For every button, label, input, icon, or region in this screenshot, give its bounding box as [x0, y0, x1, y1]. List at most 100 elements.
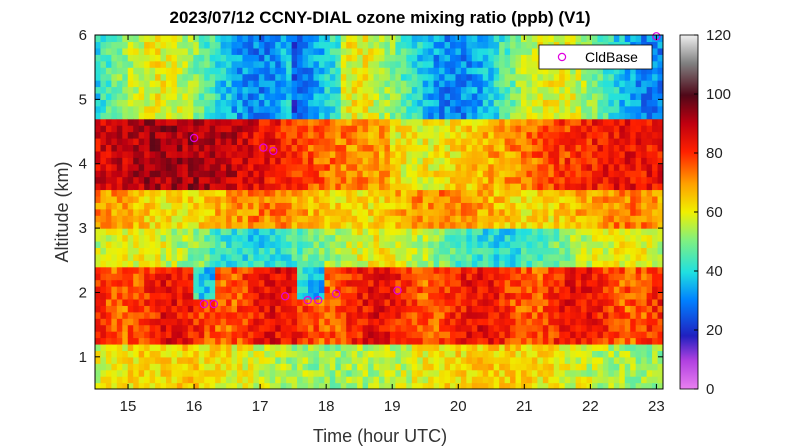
heatmap-cell	[553, 305, 560, 313]
heatmap-cell	[488, 369, 495, 377]
heatmap-cell	[166, 363, 173, 371]
heatmap-cell	[247, 247, 254, 255]
heatmap-cell	[226, 337, 233, 345]
heatmap-cell	[362, 234, 369, 242]
heatmap-cell	[357, 221, 364, 229]
heatmap-cell	[422, 183, 429, 191]
heatmap-cell	[198, 92, 205, 100]
heatmap-cell	[570, 292, 577, 300]
heatmap-cell	[389, 202, 396, 210]
heatmap-cell	[406, 260, 413, 268]
heatmap-cell	[116, 311, 123, 319]
heatmap-cell	[471, 35, 478, 43]
heatmap-cell	[105, 92, 112, 100]
heatmap-cell	[166, 150, 173, 158]
heatmap-cell	[302, 228, 309, 236]
heatmap-cell	[570, 86, 577, 94]
heatmap-cell	[193, 324, 200, 332]
heatmap-cell	[340, 189, 347, 197]
heatmap-cell	[400, 195, 407, 203]
heatmap-cell	[127, 311, 134, 319]
heatmap-cell	[198, 221, 205, 229]
heatmap-cell	[160, 266, 167, 274]
heatmap-cell	[510, 215, 517, 223]
heatmap-cell	[318, 47, 325, 55]
heatmap-cell	[187, 176, 194, 184]
heatmap-cell	[553, 150, 560, 158]
heatmap-cell	[335, 163, 342, 171]
heatmap-cell	[531, 80, 538, 88]
heatmap-cell	[482, 73, 489, 81]
heatmap-cell	[570, 369, 577, 377]
heatmap-cell	[477, 80, 484, 88]
heatmap-cell	[515, 305, 522, 313]
heatmap-cell	[160, 112, 167, 120]
heatmap-cell	[488, 137, 495, 146]
heatmap-cell	[466, 260, 473, 268]
heatmap-cell	[422, 240, 429, 248]
heatmap-cell	[138, 131, 145, 139]
heatmap-cell	[466, 331, 473, 339]
heatmap-cell	[144, 202, 151, 210]
heatmap-cell	[127, 234, 134, 242]
heatmap-cell	[198, 331, 205, 339]
heatmap-cell	[242, 157, 249, 165]
heatmap-cell	[286, 176, 293, 184]
heatmap-cell	[586, 131, 593, 139]
heatmap-cell	[275, 286, 282, 294]
heatmap-cell	[400, 331, 407, 339]
heatmap-cell	[548, 221, 555, 229]
heatmap-cell	[133, 363, 140, 371]
heatmap-cell	[575, 305, 582, 313]
heatmap-cell	[308, 157, 315, 165]
heatmap-cell	[155, 266, 162, 274]
heatmap-cell	[198, 86, 205, 94]
heatmap-cell	[111, 41, 118, 49]
heatmap-cell	[411, 183, 418, 191]
heatmap-cell	[116, 118, 123, 126]
heatmap-cell	[548, 286, 555, 294]
heatmap-cell	[559, 131, 566, 139]
heatmap-cell	[209, 202, 216, 210]
heatmap-cell	[133, 157, 140, 165]
heatmap-cell	[95, 324, 102, 332]
heatmap-cell	[187, 86, 194, 94]
heatmap-cell	[237, 137, 244, 146]
heatmap-cell	[548, 260, 555, 268]
heatmap-cell	[144, 286, 151, 294]
heatmap-cell	[493, 73, 500, 81]
heatmap-cell	[324, 208, 331, 216]
heatmap-cell	[176, 324, 183, 332]
heatmap-cell	[247, 266, 254, 274]
heatmap-cell	[193, 170, 200, 178]
heatmap-cell	[439, 163, 446, 171]
heatmap-cell	[247, 363, 254, 371]
heatmap-cell	[531, 234, 538, 242]
heatmap-cell	[264, 118, 271, 126]
heatmap-cell	[302, 67, 309, 75]
heatmap-cell	[559, 99, 566, 107]
heatmap-cell	[116, 331, 123, 339]
heatmap-cell	[176, 343, 183, 351]
heatmap-cell	[122, 273, 129, 281]
heatmap-cell	[105, 292, 112, 300]
heatmap-cell	[111, 376, 118, 384]
heatmap-cell	[417, 195, 424, 203]
heatmap-cell	[247, 279, 254, 287]
heatmap-cell	[575, 343, 582, 351]
heatmap-cell	[346, 144, 353, 152]
heatmap-cell	[335, 86, 342, 94]
heatmap-cell	[346, 170, 353, 178]
heatmap-cell	[515, 350, 522, 358]
heatmap-cell	[450, 47, 457, 55]
heatmap-cell	[400, 382, 407, 389]
heatmap-cell	[302, 363, 309, 371]
heatmap-cell	[515, 80, 522, 88]
heatmap-cell	[111, 86, 118, 94]
heatmap-cell	[313, 150, 320, 158]
heatmap-cell	[313, 67, 320, 75]
heatmap-cell	[510, 253, 517, 261]
heatmap-cell	[444, 183, 451, 191]
heatmap-cell	[455, 112, 462, 120]
heatmap-cell	[318, 221, 325, 229]
